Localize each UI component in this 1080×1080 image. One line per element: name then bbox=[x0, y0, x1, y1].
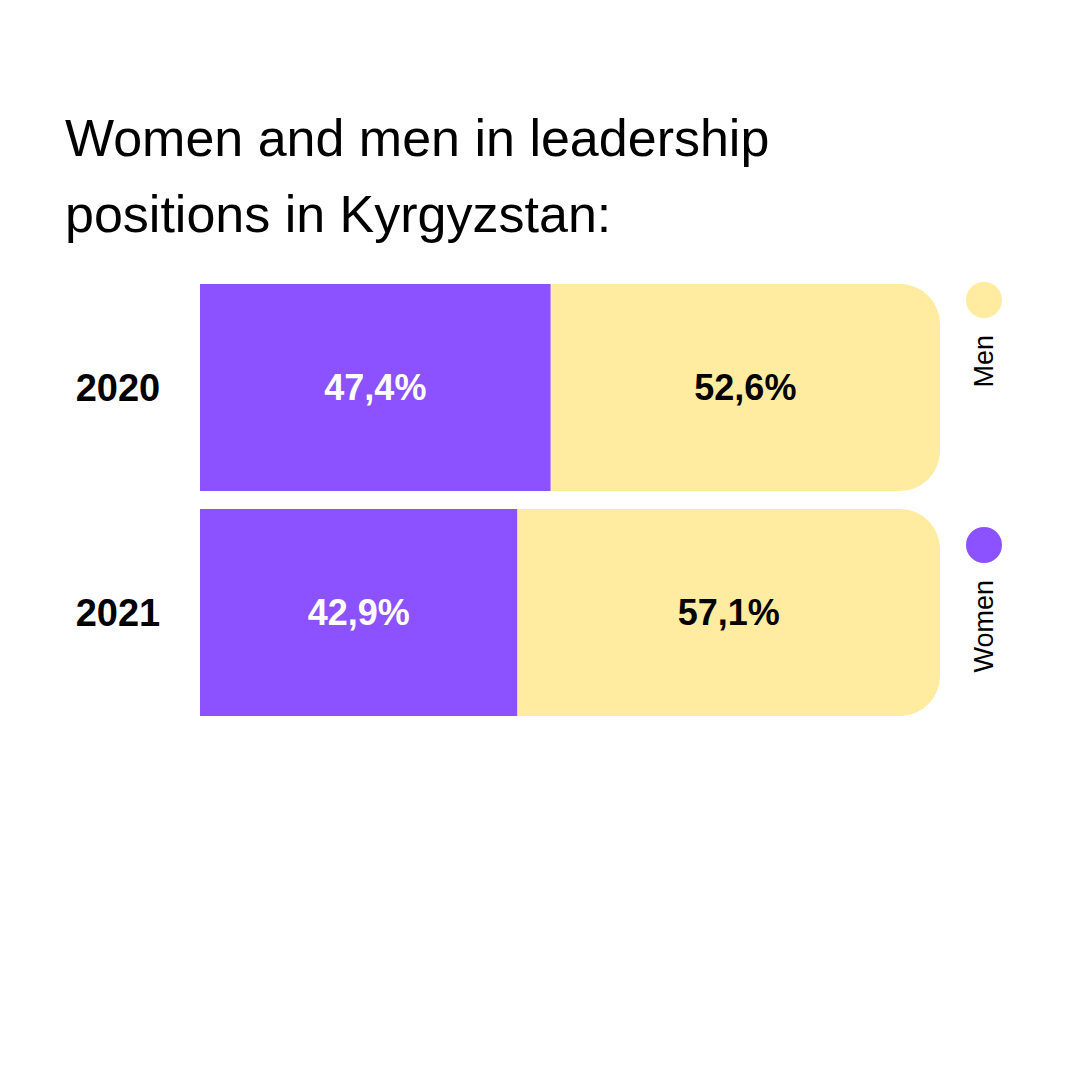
svg-text:52,6%: 52,6% bbox=[694, 367, 796, 408]
svg-text:2021: 2021 bbox=[76, 592, 161, 634]
html-text:Men: Men bbox=[968, 335, 999, 388]
svg-text:57,1%: 57,1% bbox=[678, 592, 780, 633]
html-text:Women: Women bbox=[968, 580, 999, 673]
svg-text:42,9%: 42,9% bbox=[308, 592, 410, 633]
html-text:Women and men in leadership po: Women and men in leadership positions in… bbox=[65, 109, 770, 243]
svg-text:47,4%: 47,4% bbox=[324, 367, 426, 408]
svg-text:2020: 2020 bbox=[76, 367, 161, 409]
